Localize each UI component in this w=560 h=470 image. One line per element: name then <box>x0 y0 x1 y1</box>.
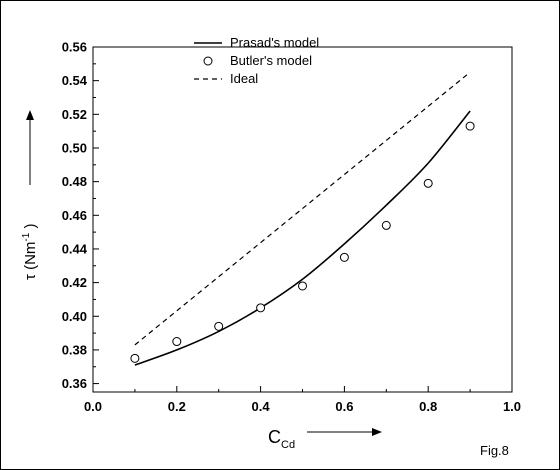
butlers-model-point <box>423 178 433 188</box>
legend-label-prasads-model: Prasad's model <box>230 35 319 50</box>
butlers-model-point <box>298 281 307 291</box>
butlers-model-point <box>465 121 475 131</box>
prasads-model-line <box>134 110 471 366</box>
butlers-model-point <box>130 353 140 363</box>
x-tick-label: 0.4 <box>252 399 271 414</box>
svg-text:τ (Nm-1 ): τ (Nm-1 ) <box>21 224 39 281</box>
butlers-model-point <box>381 220 391 230</box>
y-axis-label-sup: -1 <box>21 232 32 241</box>
plot-border <box>92 46 513 393</box>
figure-annotation: Fig.8 <box>480 443 509 458</box>
butlers-model-point <box>339 252 349 262</box>
y-axis-label-main: τ (Nm <box>22 242 39 280</box>
x-axis-label-main: C <box>268 427 281 447</box>
x-axis-label-sub: Cd <box>281 439 295 451</box>
y-tick-label: 0.44 <box>62 241 88 256</box>
butlers-model-point <box>214 321 224 331</box>
x-tick-label: 0.2 <box>168 399 186 414</box>
y-tick-label: 0.42 <box>62 275 87 290</box>
legend-swatch-butlers-model <box>203 56 213 66</box>
y-axis-label-close: ) <box>22 224 39 233</box>
y-tick-label: 0.56 <box>62 40 87 55</box>
svg-text:CCd: CCd <box>268 427 295 451</box>
x-tick-label: 0.0 <box>84 399 102 414</box>
butlers-model-point <box>172 337 182 347</box>
x-tick-label: 1.0 <box>503 399 521 414</box>
legend-label-ideal: Ideal <box>230 71 258 86</box>
y-tick-label: 0.36 <box>62 376 87 391</box>
y-axis-title: τ (Nm-1 ) <box>21 110 39 280</box>
x-tick-label: 0.8 <box>419 399 437 414</box>
ideal-line <box>134 71 471 346</box>
y-tick-label: 0.50 <box>62 140 87 155</box>
x-tick-labels: 0.0 0.2 0.4 0.6 0.8 1.0 <box>84 399 521 414</box>
legend-label-butlers-model: Butler's model <box>230 53 312 68</box>
y-tick-labels: 0.36 0.38 0.40 0.42 0.44 0.46 0.48 0.50 0.52 0.54… <box>62 40 88 392</box>
x-axis-title: CCd <box>268 427 382 451</box>
y-tick-label: 0.52 <box>62 107 87 122</box>
x-axis-arrowhead <box>372 428 382 436</box>
plot-axes <box>92 46 513 393</box>
y-tick-label: 0.46 <box>62 208 87 223</box>
y-tick-label: 0.38 <box>62 342 87 357</box>
legend: Prasad's model Butler's model Ideal <box>194 35 319 86</box>
y-tick-label: 0.54 <box>62 73 88 88</box>
y-axis-arrowhead <box>26 110 34 120</box>
butlers-model-point <box>256 303 266 313</box>
x-tick-label: 0.6 <box>335 399 353 414</box>
y-tick-label: 0.48 <box>62 174 87 189</box>
series-layer <box>130 71 475 366</box>
y-tick-label: 0.40 <box>62 309 87 324</box>
